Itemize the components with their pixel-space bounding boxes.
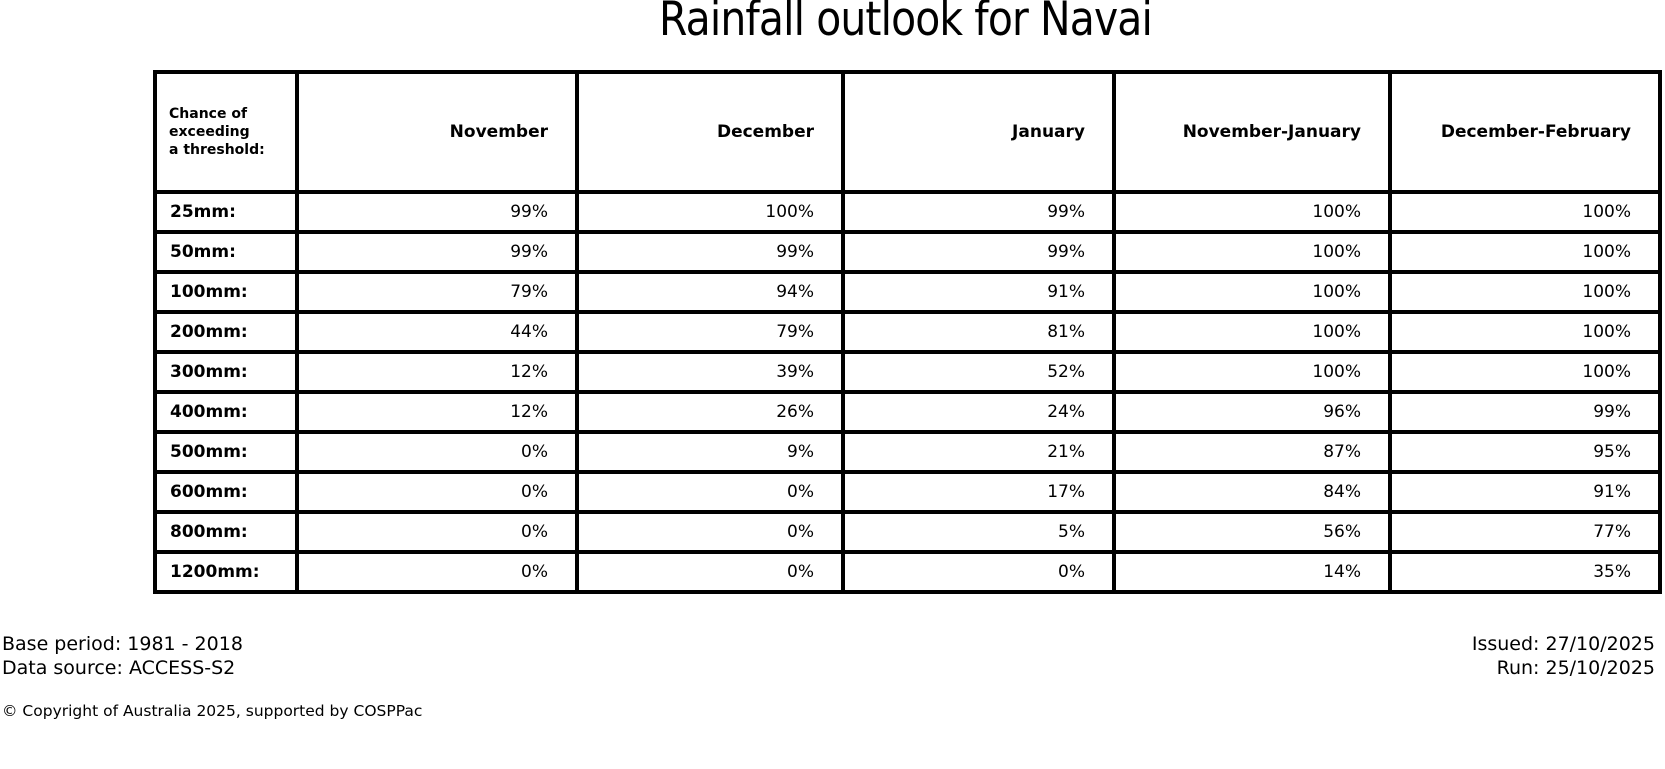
header-row: Chance of exceeding a threshold: Novembe… [153, 70, 1662, 194]
value-cell: 56% [1112, 510, 1392, 554]
value-cell: 100% [1388, 190, 1662, 234]
value-cell: 0% [575, 470, 845, 514]
value-cell: 12% [295, 390, 579, 434]
threshold-label-cell: 400mm: [153, 390, 299, 434]
column-header-november-january: November-January [1112, 70, 1392, 194]
outlook-table-body: 25mm: 99% 100% 99% 100% 100% 50mm: 99% 99% 99% 100… [153, 190, 1662, 594]
value-cell: 99% [841, 230, 1116, 274]
value-cell: 81% [841, 310, 1116, 354]
outlook-table-header: Chance of exceeding a threshold: Novembe… [153, 70, 1662, 194]
value-cell: 79% [575, 310, 845, 354]
value-cell: 100% [1388, 350, 1662, 394]
threshold-row: 800mm: 0% 0% 5% 56% 77% [153, 510, 1662, 554]
value-cell: 0% [295, 550, 579, 594]
value-cell: 5% [841, 510, 1116, 554]
threshold-label-cell: 100mm: [153, 270, 299, 314]
value-cell: 44% [295, 310, 579, 354]
data-source-text: Data source: ACCESS-S2 [2, 656, 236, 679]
footer-left-block: Base period: 1981 - 2018 Data source: AC… [2, 633, 243, 680]
value-cell: 77% [1388, 510, 1662, 554]
value-cell: 0% [575, 550, 845, 594]
value-cell: 100% [1388, 230, 1662, 274]
value-cell: 99% [575, 230, 845, 274]
value-cell: 17% [841, 470, 1116, 514]
value-cell: 95% [1388, 430, 1662, 474]
threshold-label-cell: 1200mm: [153, 550, 299, 594]
corner-header-cell: Chance of exceeding a threshold: [153, 70, 299, 194]
value-cell: 79% [295, 270, 579, 314]
threshold-row: 100mm: 79% 94% 91% 100% 100% [153, 270, 1662, 314]
value-cell: 35% [1388, 550, 1662, 594]
value-cell: 0% [575, 510, 845, 554]
value-cell: 100% [575, 190, 845, 234]
threshold-label-cell: 800mm: [153, 510, 299, 554]
value-cell: 0% [841, 550, 1116, 594]
value-cell: 100% [1112, 270, 1392, 314]
column-header-november: November [295, 70, 579, 194]
issued-date-text: Issued: 27/10/2025 [1471, 633, 1655, 655]
value-cell: 39% [575, 350, 845, 394]
value-cell: 100% [1388, 310, 1662, 354]
value-cell: 12% [295, 350, 579, 394]
value-cell: 0% [295, 430, 579, 474]
value-cell: 100% [1112, 310, 1392, 354]
value-cell: 14% [1112, 550, 1392, 594]
page-title: Rainfall outlook for Navai [659, 0, 1153, 47]
value-cell: 21% [841, 430, 1116, 474]
threshold-label-cell: 50mm: [153, 230, 299, 274]
value-cell: 100% [1112, 230, 1392, 274]
threshold-label-cell: 200mm: [153, 310, 299, 354]
threshold-row: 25mm: 99% 100% 99% 100% 100% [153, 190, 1662, 234]
value-cell: 87% [1112, 430, 1392, 474]
value-cell: 99% [295, 230, 579, 274]
value-cell: 91% [841, 270, 1116, 314]
value-cell: 99% [295, 190, 579, 234]
threshold-label-cell: 600mm: [153, 470, 299, 514]
threshold-row: 500mm: 0% 9% 21% 87% 95% [153, 430, 1662, 474]
value-cell: 84% [1112, 470, 1392, 514]
value-cell: 24% [841, 390, 1116, 434]
value-cell: 100% [1112, 350, 1392, 394]
footer-right-block: Issued: 27/10/2025 Run: 25/10/2025 [1472, 633, 1655, 680]
column-header-december-february: December-February [1388, 70, 1662, 194]
value-cell: 0% [295, 470, 579, 514]
threshold-row: 50mm: 99% 99% 99% 100% 100% [153, 230, 1662, 274]
value-cell: 0% [295, 510, 579, 554]
threshold-label-cell: 25mm: [153, 190, 299, 234]
column-header-january: January [841, 70, 1116, 194]
value-cell: 100% [1388, 270, 1662, 314]
threshold-label-cell: 300mm: [153, 350, 299, 394]
value-cell: 9% [575, 430, 845, 474]
value-cell: 26% [575, 390, 845, 434]
value-cell: 99% [1388, 390, 1662, 434]
threshold-row: 600mm: 0% 0% 17% 84% 91% [153, 470, 1662, 514]
threshold-label-cell: 500mm: [153, 430, 299, 474]
value-cell: 52% [841, 350, 1116, 394]
base-period-text: Base period: 1981 - 2018 [2, 633, 243, 655]
threshold-row: 1200mm: 0% 0% 0% 14% 35% [153, 550, 1662, 594]
outlook-table: Chance of exceeding a threshold: Novembe… [153, 70, 1662, 594]
column-header-december: December [575, 70, 845, 194]
threshold-row: 200mm: 44% 79% 81% 100% 100% [153, 310, 1662, 354]
value-cell: 96% [1112, 390, 1392, 434]
value-cell: 91% [1388, 470, 1662, 514]
run-date-text: Run: 25/10/2025 [1496, 656, 1655, 679]
copyright-text: © Copyright of Australia 2025, supported… [2, 702, 423, 720]
value-cell: 100% [1112, 190, 1392, 234]
threshold-row: 300mm: 12% 39% 52% 100% 100% [153, 350, 1662, 394]
threshold-row: 400mm: 12% 26% 24% 96% 99% [153, 390, 1662, 434]
value-cell: 94% [575, 270, 845, 314]
value-cell: 99% [841, 190, 1116, 234]
